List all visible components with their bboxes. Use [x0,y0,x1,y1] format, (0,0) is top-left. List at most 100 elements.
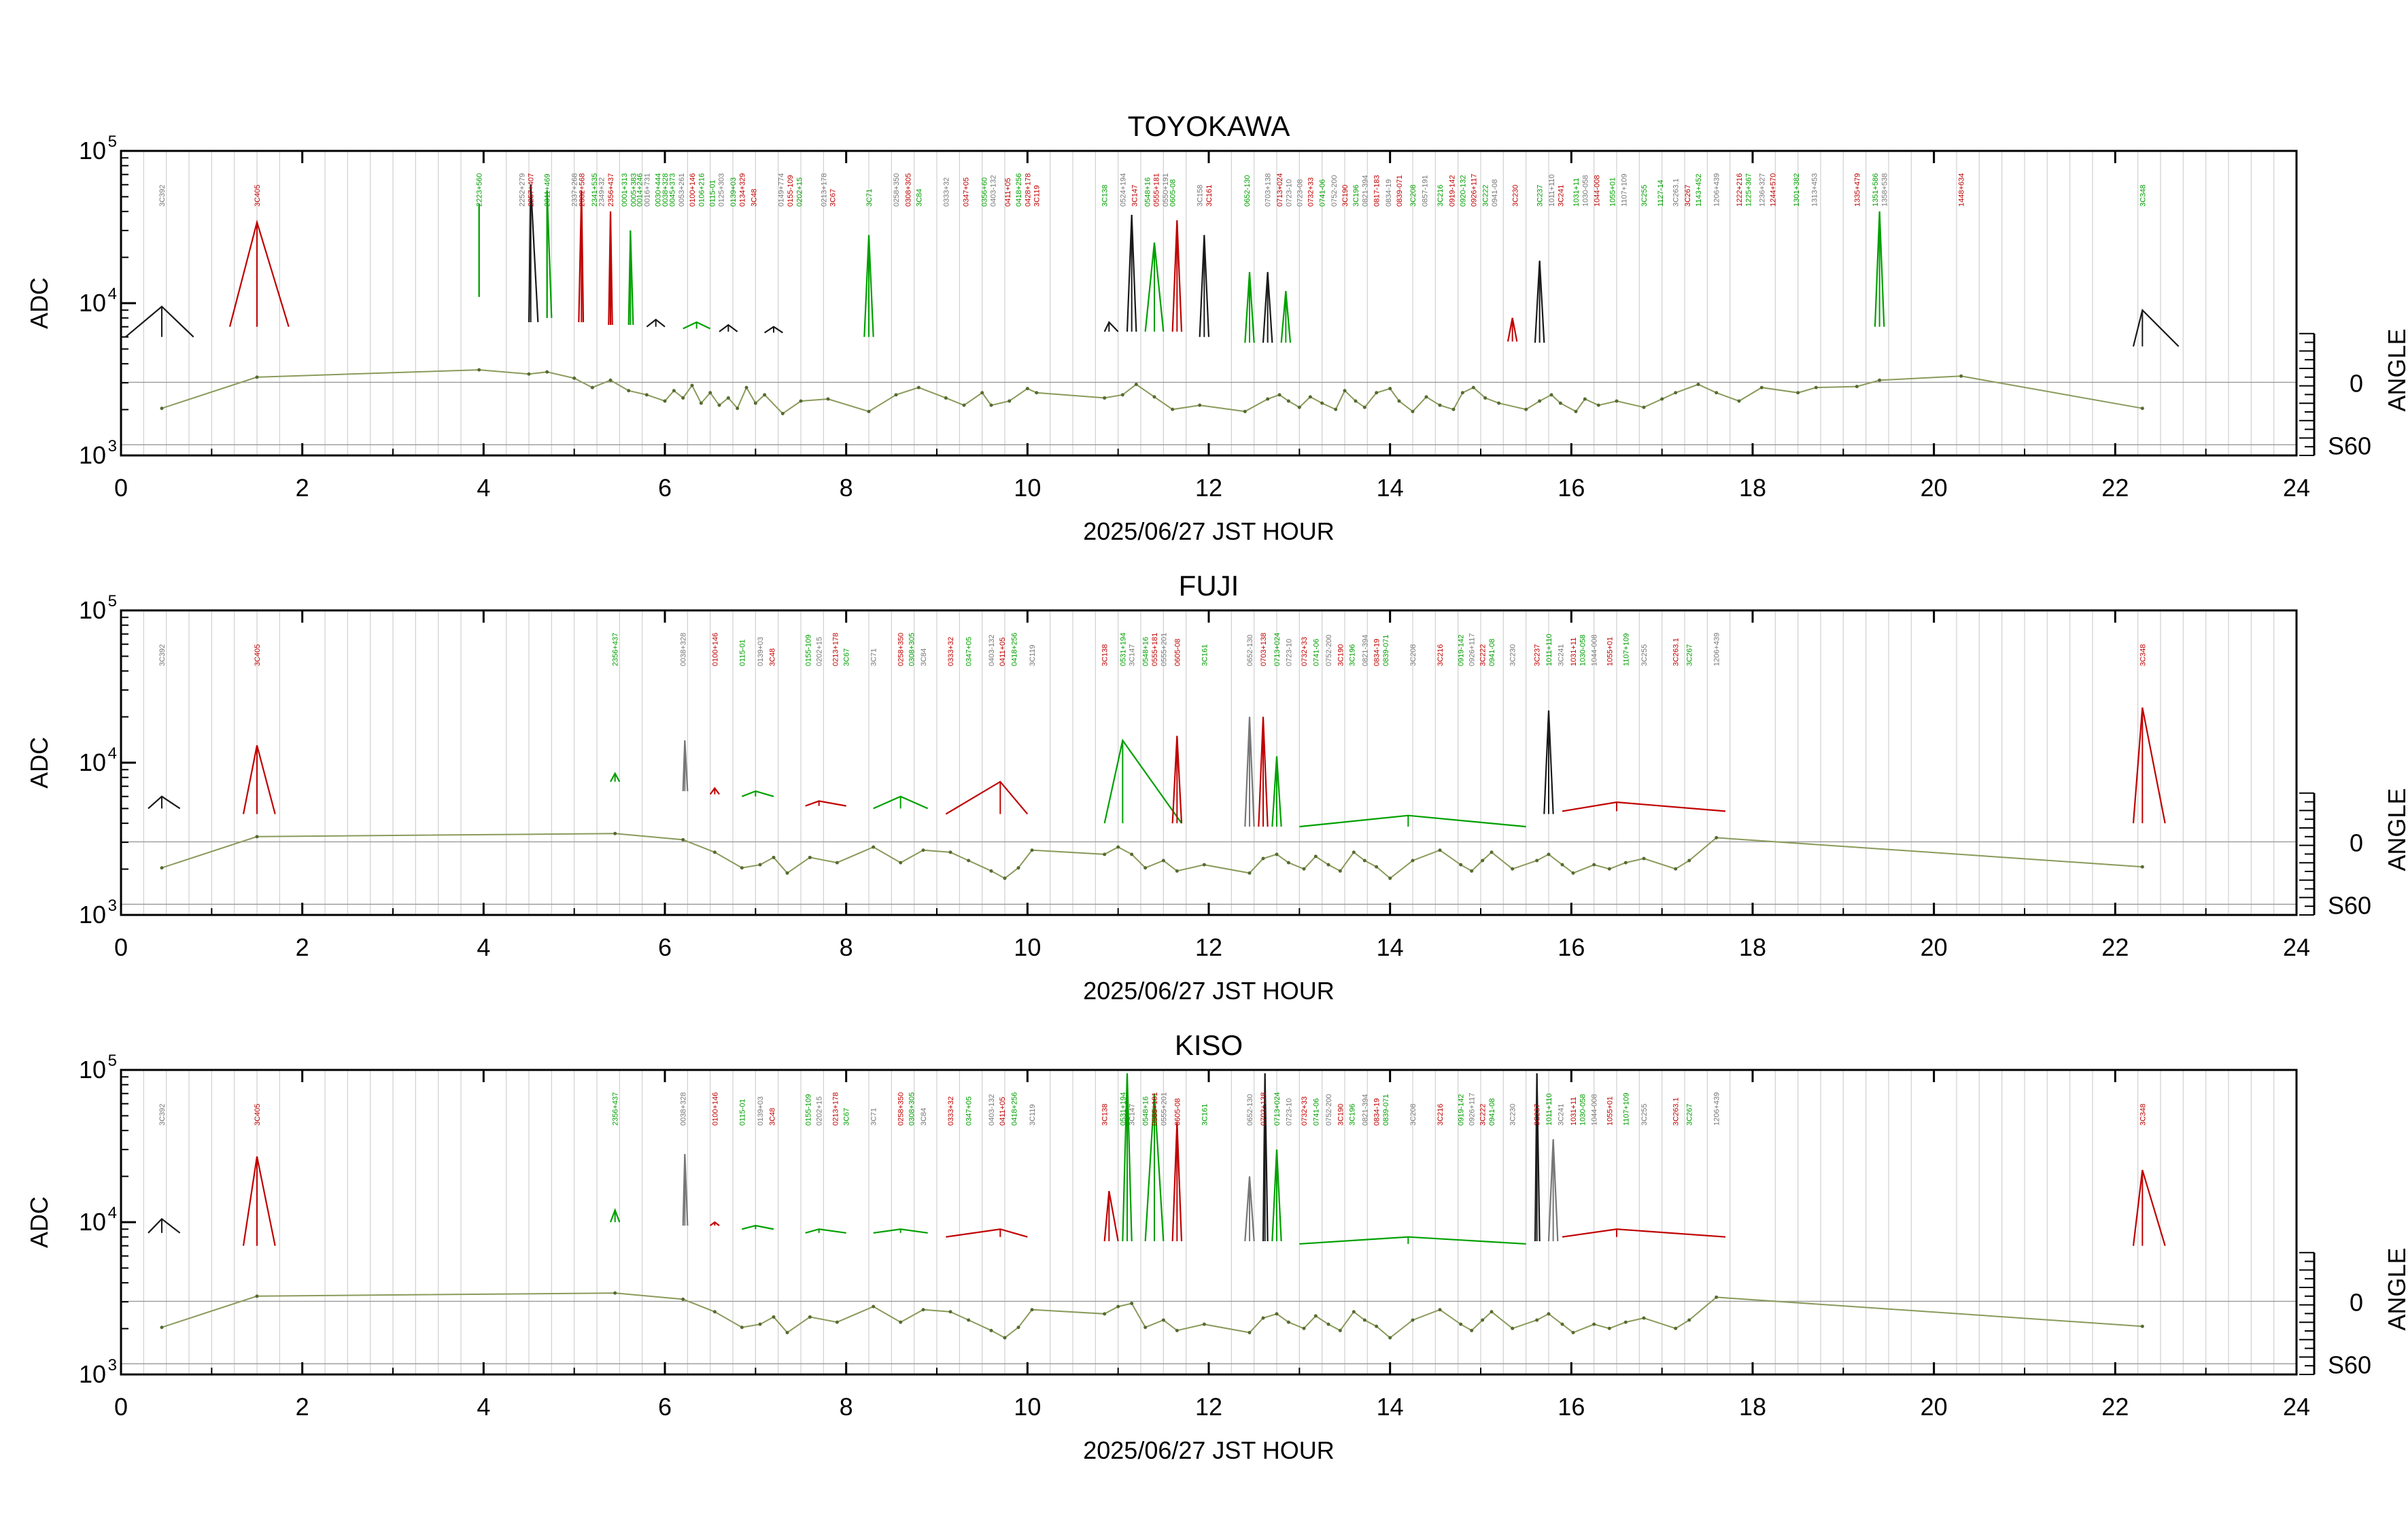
source-label: 0941-08 [1488,1098,1496,1126]
y-tick-label: 10 [79,596,106,624]
source-label: 3C196 [1349,644,1357,666]
angle-point [1438,848,1442,852]
angle-point [2140,1324,2144,1328]
angle-point [1481,1318,1485,1322]
y-tick-exponent: 4 [108,744,117,763]
source-label: 0258+350 [897,1092,906,1126]
angle-point [1261,856,1265,861]
adc-trace [1103,738,1182,824]
source-label: 0548+16 [1142,1096,1150,1126]
source-label: 3C255 [1640,644,1649,666]
angle-point [948,850,952,854]
angle-point [1411,859,1415,863]
angle-point [1116,1304,1120,1309]
angle-point [758,863,762,867]
x-tick-label: 14 [1377,933,1404,961]
x-axis-label: 2025/06/27 JST HOUR [1083,1436,1335,1464]
adc-trace [1171,1122,1183,1242]
angle-point [1120,393,1124,397]
angle-point [2140,406,2144,411]
angle-point [1623,1320,1628,1324]
angle-point [1326,1322,1330,1326]
source-label: 0652-130 [1246,1094,1254,1126]
source-label: 0100+146 [689,173,697,207]
angle-point [1438,403,1442,407]
angle-series-line [161,833,2143,880]
angle-point [255,1294,259,1298]
angle-point [1715,391,1719,395]
angle-point [1481,859,1485,863]
angle-point [1642,405,1646,409]
x-tick-label: 12 [1195,933,1222,961]
source-label: 3C222 [1479,1104,1487,1126]
adc-trace [1562,1228,1726,1238]
source-label: 0555+181 [1151,1092,1159,1126]
angle-point [1438,1308,1442,1312]
source-label: 0941-08 [1488,639,1496,666]
angle-point [736,406,740,411]
source-label: 1107+109 [1622,1093,1630,1126]
angle-point [1030,1308,1034,1312]
source-label: 0418+256 [1015,173,1023,207]
y-tick-exponent: 3 [108,437,117,455]
source-label: 0139+03 [757,637,765,666]
angle-point [899,861,903,865]
x-tick-label: 4 [477,474,490,502]
adc-trace [742,1224,774,1230]
adc-trace [1562,801,1726,812]
angle-point [808,1315,812,1319]
source-label: 3C392 [158,185,167,207]
adc-trace [741,790,774,797]
source-label: 0308+305 [904,173,912,207]
x-tick-label: 20 [1921,933,1948,961]
angle-point [1116,845,1120,849]
angle-point [1035,391,1039,395]
angle-point [1547,852,1551,856]
angle-series-line [161,1292,2143,1339]
source-label: 0555+201 [1160,633,1168,666]
angle-point [989,1328,993,1332]
angle-tick-label: S60 [2328,1351,2371,1379]
panel-kiso: 3C392 3C405 2356+437 0038+328 0100+146 0115-0… [25,1029,2408,1464]
angle-point [160,1326,164,1330]
source-label: 0202+15 [816,637,824,666]
x-tick-label: 0 [114,933,128,961]
angle-point [899,1320,903,1324]
angle-point [989,869,993,873]
source-label: 1044-008 [1594,175,1602,207]
source-label: 0016+731 [643,173,651,207]
source-label: 3C147 [1129,1104,1137,1126]
angle-point [1535,1318,1539,1322]
angle-point [1354,399,1358,403]
angle-point [1016,1326,1020,1330]
source-label: 1206+439 [1713,173,1721,207]
source-label: 0258+350 [897,633,906,666]
x-tick-label: 0 [114,1393,128,1421]
angle-point [712,1310,717,1314]
angle-point [1623,861,1628,865]
angle-point [872,1304,876,1309]
x-tick-label: 2 [296,933,309,961]
source-label: 1011+110 [1548,174,1556,207]
angle-point [1202,863,1206,867]
source-label: 0258+350 [893,173,901,207]
angle-point [1338,1328,1342,1332]
angle-point [1451,407,1456,411]
y-tick-label: 10 [79,1056,106,1084]
source-label: 0741-06 [1312,1098,1320,1126]
angle-point [763,393,767,397]
source-label: 1127-14 [1657,179,1665,207]
angle-point [1030,848,1034,852]
source-label: 0919-142 [1448,175,1456,207]
source-label: 0920-132 [1459,175,1467,207]
y-tick-exponent: 5 [108,1052,117,1070]
angle-point [1175,1328,1179,1332]
adc-trace [609,1208,621,1223]
source-label: 0723-08 [1296,179,1304,207]
source-label: 0053+261 [678,173,686,207]
angle-point [1388,387,1392,391]
angle-point [1855,385,1859,389]
angle-point [1471,385,1475,389]
source-label: 0919-142 [1458,1094,1466,1126]
angle-point [1175,869,1179,873]
